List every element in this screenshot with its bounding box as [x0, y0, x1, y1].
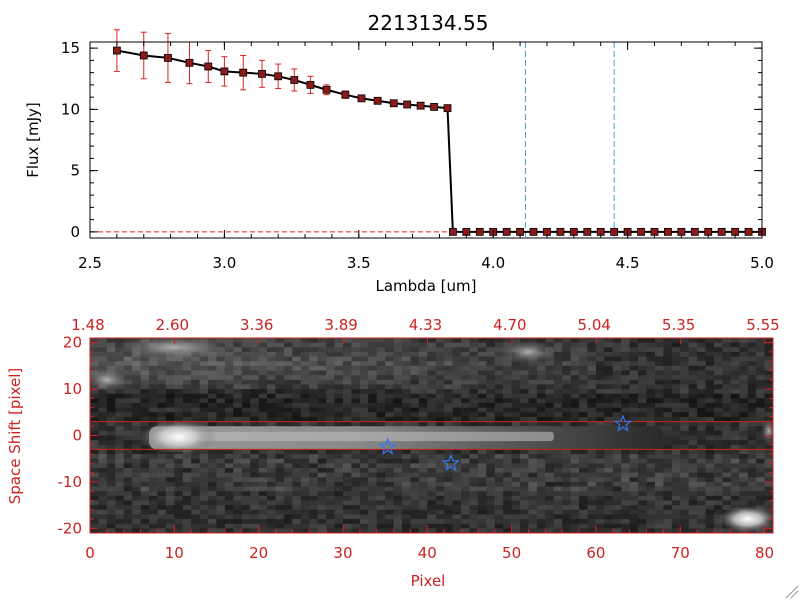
data-point: [306, 80, 315, 89]
data-point: [744, 227, 753, 236]
image-y-tick-label: 10: [63, 380, 82, 398]
y-tick-label: 10: [61, 100, 80, 118]
data-point: [274, 72, 283, 81]
data-point: [556, 227, 565, 236]
data-point: [448, 227, 457, 236]
data-point: [690, 227, 699, 236]
data-point: [112, 46, 121, 55]
chart-title: 2213134.55: [368, 11, 489, 35]
data-point: [389, 99, 398, 108]
data-point: [341, 90, 350, 99]
flux-line: [116, 49, 762, 233]
bright-blob: [140, 418, 217, 455]
image-y-axis-label: Space Shift [pixel]: [6, 368, 24, 505]
image-x-tick-label: 0: [85, 544, 95, 562]
x-tick-label: 3.5: [347, 254, 371, 272]
y-tick-label: 0: [70, 223, 80, 241]
data-point: [416, 101, 425, 110]
image-x-tick-label: 20: [249, 544, 268, 562]
image-x-tick-label: 60: [586, 544, 605, 562]
data-point: [220, 67, 229, 76]
data-point: [373, 96, 382, 105]
image-x-tick-label: 10: [165, 544, 184, 562]
image-top-tick-label: 3.89: [324, 316, 357, 334]
y-axis-label: Flux [mJy]: [24, 102, 42, 178]
x-axis-label: Lambda [um]: [376, 277, 477, 295]
data-point: [475, 227, 484, 236]
x-tick-label: 4.0: [481, 254, 505, 272]
image-top-tick-label: 5.04: [578, 316, 611, 334]
data-point: [664, 227, 672, 236]
spectrum-plot-frame: [89, 41, 763, 239]
image-y-tick-label: 20: [63, 334, 82, 352]
bright-blob: [717, 505, 773, 533]
star-marker-icon: [441, 453, 461, 472]
image-x-tick-label: 50: [502, 544, 521, 562]
data-point: [357, 94, 366, 103]
image-y-tick-label: -10: [58, 473, 83, 491]
data-point: [322, 85, 331, 94]
y-tick-label: 15: [61, 39, 80, 57]
image-top-tick-label: 5.55: [746, 316, 779, 334]
image-y-tick-label: 0: [72, 427, 82, 445]
image-top-tick-label: 2.60: [156, 316, 189, 334]
image-top-tick-label: 4.33: [409, 316, 442, 334]
data-point: [185, 58, 194, 67]
x-tick-label: 5.0: [750, 254, 774, 272]
data-point: [403, 100, 412, 109]
data-point: [290, 76, 299, 84]
soft-glow: [760, 416, 773, 445]
data-point: [430, 103, 438, 111]
spectrum-image: [90, 338, 773, 533]
image-top-tick-label: 4.70: [493, 316, 526, 334]
image-x-tick-label: 40: [418, 544, 437, 562]
data-point: [139, 51, 148, 60]
soft-glow: [114, 338, 235, 362]
data-point: [258, 69, 266, 78]
soft-glow: [500, 339, 557, 364]
data-point: [204, 62, 213, 71]
star-marker-icon: [378, 437, 397, 455]
image-y-tick-label: -20: [58, 519, 83, 537]
data-point: [529, 227, 538, 236]
image-top-tick-label: 1.48: [71, 316, 104, 334]
soft-glow: [90, 367, 127, 392]
data-point: [502, 227, 511, 236]
data-point: [239, 68, 248, 77]
image-x-tick-label: 80: [755, 544, 774, 562]
data-point: [717, 227, 726, 236]
x-tick-label: 3.0: [212, 254, 236, 272]
data-point: [583, 227, 592, 236]
spectrum-image-plot: 0 10 20 30 40 50 60 70 80 1.48 2.60 3.36 3.89 4.33 4.7…: [6, 316, 780, 590]
y-tick-label: 5: [70, 162, 80, 180]
image-top-tick-label: 5.35: [662, 316, 695, 334]
data-point: [443, 104, 452, 113]
x-tick-label: 4.5: [616, 254, 640, 272]
x-tick-label: 2.5: [78, 254, 102, 272]
data-point: [637, 227, 645, 236]
image-x-axis-label: Pixel: [411, 572, 446, 590]
image-x-tick-label: 70: [671, 544, 690, 562]
data-point: [610, 227, 619, 236]
image-top-tick-label: 3.36: [240, 316, 273, 334]
star-marker-icon: [613, 414, 633, 432]
image-x-tick-label: 30: [333, 544, 352, 562]
data-point: [164, 54, 172, 62]
spectral-trace-core: [157, 431, 554, 442]
spectrum-plot: 2213134.55 2.5 3.0 3.5 4.0 4.5 5.0 0 5 10 15 Lamb…: [24, 11, 774, 295]
resize-grip-icon[interactable]: [785, 585, 799, 599]
